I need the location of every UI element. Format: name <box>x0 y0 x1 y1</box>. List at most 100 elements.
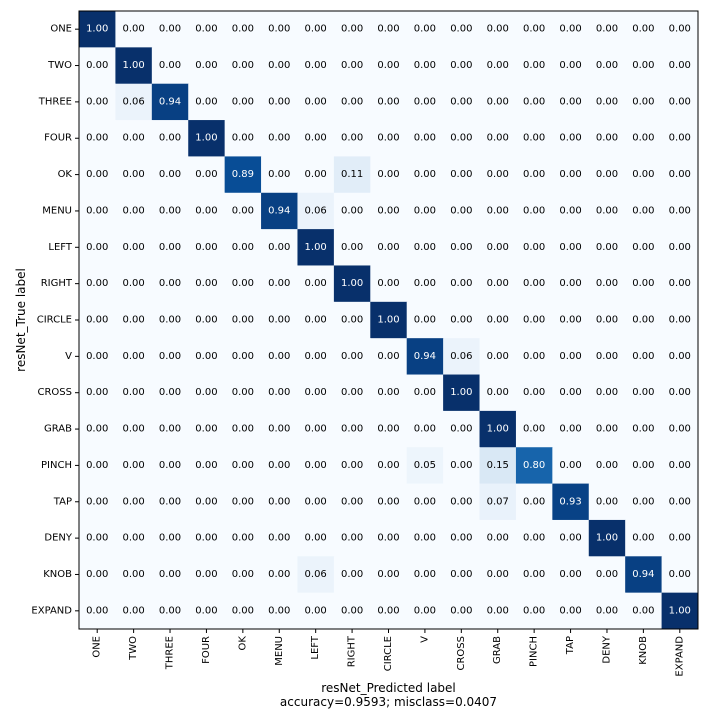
cell-value-label: 0.00 <box>450 460 472 471</box>
cell-value-label: 0.00 <box>268 424 290 435</box>
heatmap-cell <box>224 592 262 630</box>
heatmap-cell <box>370 556 408 594</box>
cell-value-label: 0.00 <box>450 24 472 35</box>
cell-value-label: 0.00 <box>669 569 691 580</box>
cell-value-label: 0.00 <box>414 60 436 71</box>
cell-value-label: 0.00 <box>305 24 327 35</box>
heatmap-cell <box>588 83 626 121</box>
cell-value-label: 0.00 <box>669 133 691 144</box>
heatmap-cell <box>406 120 444 157</box>
cell-value-label: 0.00 <box>159 387 181 398</box>
cell-value-label: 0.00 <box>86 533 108 544</box>
cell-value-label: 0.00 <box>377 424 399 435</box>
heatmap-cell <box>661 83 699 121</box>
heatmap-cell <box>406 11 444 48</box>
cell-value-label: 0.00 <box>159 569 181 580</box>
heatmap-cell <box>115 156 153 194</box>
cell-value-label: 0.00 <box>632 24 654 35</box>
heatmap-cell <box>151 556 189 594</box>
heatmap-cell <box>79 338 116 376</box>
cell-value-label: 0.00 <box>159 533 181 544</box>
cell-value-label: 1.00 <box>377 315 399 326</box>
cell-value-label: 0.00 <box>268 605 290 616</box>
cell-value-label: 0.00 <box>232 133 254 144</box>
heatmap-cell <box>297 519 335 557</box>
cell-value-label: 0.00 <box>559 605 581 616</box>
cell-value-label: 0.00 <box>523 387 545 398</box>
y-tick-label: MENU <box>42 205 72 216</box>
cell-value-label: 0.00 <box>523 278 545 289</box>
cell-value-label: 0.00 <box>232 424 254 435</box>
heatmap-cell <box>188 301 226 339</box>
y-tick-label: THREE <box>38 96 72 107</box>
heatmap-cell <box>370 265 408 303</box>
heatmap-cell <box>151 11 189 48</box>
cell-value-label: 0.00 <box>86 387 108 398</box>
cell-value-label: 0.00 <box>487 60 509 71</box>
heatmap-cell <box>515 229 553 266</box>
heatmap-cell <box>370 447 408 485</box>
cell-value-label: 0.00 <box>596 278 618 289</box>
cell-value-label: 0.00 <box>341 24 363 35</box>
cell-value-label: 0.00 <box>122 205 144 216</box>
heatmap-cell <box>443 11 481 48</box>
heatmap-cell <box>588 229 626 266</box>
heatmap-cell <box>625 447 663 485</box>
heatmap-cell <box>515 156 553 194</box>
cell-value-label: 0.00 <box>122 605 144 616</box>
cell-value-label: 0.00 <box>305 496 327 507</box>
heatmap-cell <box>515 83 553 121</box>
cell-value-label: 0.00 <box>632 315 654 326</box>
heatmap-cell <box>588 410 626 448</box>
heatmap-cell <box>370 192 408 230</box>
heatmap-cell <box>115 229 153 266</box>
heatmap-cell <box>515 265 553 303</box>
heatmap-cell <box>79 447 116 485</box>
heatmap-cell <box>188 447 226 485</box>
heatmap-cell <box>115 483 153 521</box>
cell-value-label: 0.00 <box>450 424 472 435</box>
cell-value-label: 0.00 <box>632 205 654 216</box>
heatmap-cell <box>479 556 517 594</box>
cell-value-label: 0.00 <box>596 569 618 580</box>
heatmap-cell <box>588 592 626 630</box>
heatmap-cell <box>79 519 116 557</box>
heatmap-cell <box>297 120 335 157</box>
heatmap-cell <box>79 192 116 230</box>
heatmap-cell <box>224 338 262 376</box>
heatmap-cell <box>515 338 553 376</box>
heatmap-cell <box>297 483 335 521</box>
heatmap-cell <box>661 410 699 448</box>
heatmap-cell <box>297 156 335 194</box>
heatmap-cell <box>224 229 262 266</box>
heatmap-cell <box>552 447 590 485</box>
heatmap-cell <box>151 301 189 339</box>
cell-value-label: 0.00 <box>596 96 618 107</box>
cell-value-label: 0.00 <box>414 24 436 35</box>
heatmap-cell <box>406 301 444 339</box>
cell-value-label: 0.00 <box>86 96 108 107</box>
heatmap-cell <box>224 11 262 48</box>
cell-value-label: 0.00 <box>377 387 399 398</box>
cell-value-label: 0.00 <box>341 424 363 435</box>
cell-value-label: 0.94 <box>632 569 654 580</box>
heatmap-cell <box>261 447 298 485</box>
heatmap-cell <box>224 483 262 521</box>
heatmap-cell <box>443 556 481 594</box>
heatmap-cell <box>625 192 663 230</box>
cell-value-label: 0.00 <box>523 315 545 326</box>
heatmap-cell <box>151 592 189 630</box>
heatmap-cell <box>661 301 699 339</box>
cell-value-label: 0.00 <box>377 460 399 471</box>
heatmap-cell <box>479 338 517 376</box>
heatmap-cell <box>661 120 699 157</box>
heatmap-cell <box>261 265 298 303</box>
cell-value-label: 0.00 <box>669 424 691 435</box>
cell-value-label: 0.00 <box>305 60 327 71</box>
cell-value-label: 0.00 <box>377 96 399 107</box>
heatmap-cell <box>479 592 517 630</box>
cell-value-label: 0.00 <box>122 242 144 253</box>
cell-value-label: 0.00 <box>341 387 363 398</box>
heatmap-cell <box>261 192 298 230</box>
heatmap-cell <box>661 11 699 48</box>
